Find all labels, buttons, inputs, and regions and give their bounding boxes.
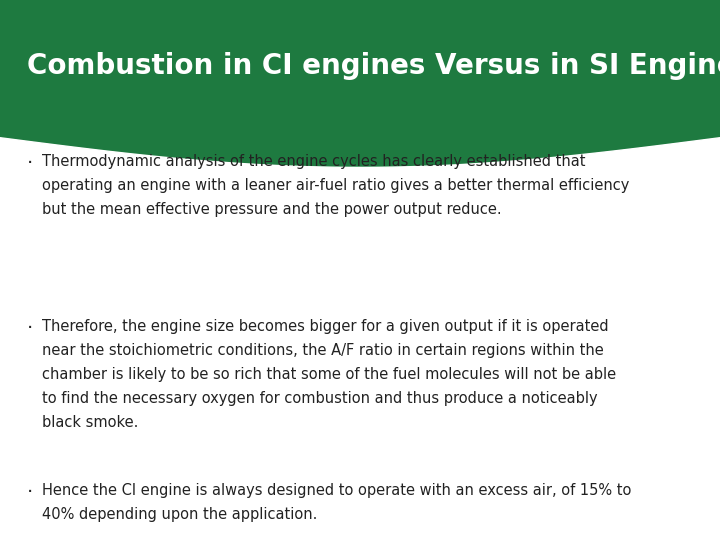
Bar <box>0 0 720 138</box>
Text: Hence the CI engine is always designed to operate with an excess air, of 15% to
: Hence the CI engine is always designed t… <box>42 483 631 522</box>
Text: ·: · <box>27 483 33 502</box>
Text: Combustion in CI engines Versus in SI Engine: Combustion in CI engines Versus in SI En… <box>27 52 720 80</box>
Text: Thermodynamic analysis of the engine cycles has clearly established that
operati: Thermodynamic analysis of the engine cyc… <box>42 154 629 217</box>
Text: Therefore, the engine size becomes bigger for a given output if it is operated
n: Therefore, the engine size becomes bigge… <box>42 319 616 430</box>
Text: ·: · <box>27 319 33 338</box>
Text: ·: · <box>27 154 33 173</box>
